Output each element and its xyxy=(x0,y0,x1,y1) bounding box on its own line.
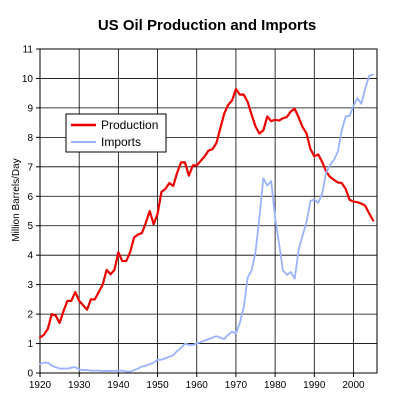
grid-lines xyxy=(40,49,377,373)
y-tick-label: 0 xyxy=(27,369,33,380)
y-tick-label: 10 xyxy=(22,74,34,85)
x-tick-label: 1930 xyxy=(68,380,91,391)
legend-label-production: Production xyxy=(101,118,158,132)
series-lines xyxy=(38,73,375,373)
axis-ticks: 0 1 2 3 4 5 6 7 8 9 10 11 1920 1930 1940 1950 1960 1970 19… xyxy=(22,45,365,392)
chart-title: US Oil Production and Imports xyxy=(98,17,316,34)
y-tick-label: 9 xyxy=(27,103,33,114)
x-tick-label: 1920 xyxy=(29,380,52,391)
legend: Production Imports xyxy=(65,113,167,153)
y-tick-label: 6 xyxy=(27,192,33,203)
y-tick-label: 7 xyxy=(27,162,33,173)
x-tick-label: 1990 xyxy=(303,380,326,391)
legend-label-imports: Imports xyxy=(101,135,141,149)
y-tick-label: 1 xyxy=(27,339,33,350)
y-tick-label: 3 xyxy=(27,280,33,291)
series-line-imports xyxy=(39,73,374,373)
y-axis-label: Million Barrels/Day xyxy=(11,158,22,241)
legend-box xyxy=(65,113,167,153)
y-tick-label: 5 xyxy=(27,221,33,232)
x-tick-label: 1950 xyxy=(146,380,169,391)
x-tick-label: 1960 xyxy=(186,380,209,391)
x-tick-label: 1940 xyxy=(107,380,130,391)
x-tick-label: 1970 xyxy=(225,380,248,391)
y-tick-label: 2 xyxy=(27,310,33,321)
x-tick-label: 1980 xyxy=(264,380,287,391)
series-line-production xyxy=(38,87,375,339)
x-tick-label: 2000 xyxy=(342,380,365,391)
y-tick-label: 4 xyxy=(27,251,33,262)
plot-area-frame xyxy=(39,48,378,374)
y-tick-label: 11 xyxy=(23,45,34,56)
y-tick-label: 8 xyxy=(27,133,33,144)
